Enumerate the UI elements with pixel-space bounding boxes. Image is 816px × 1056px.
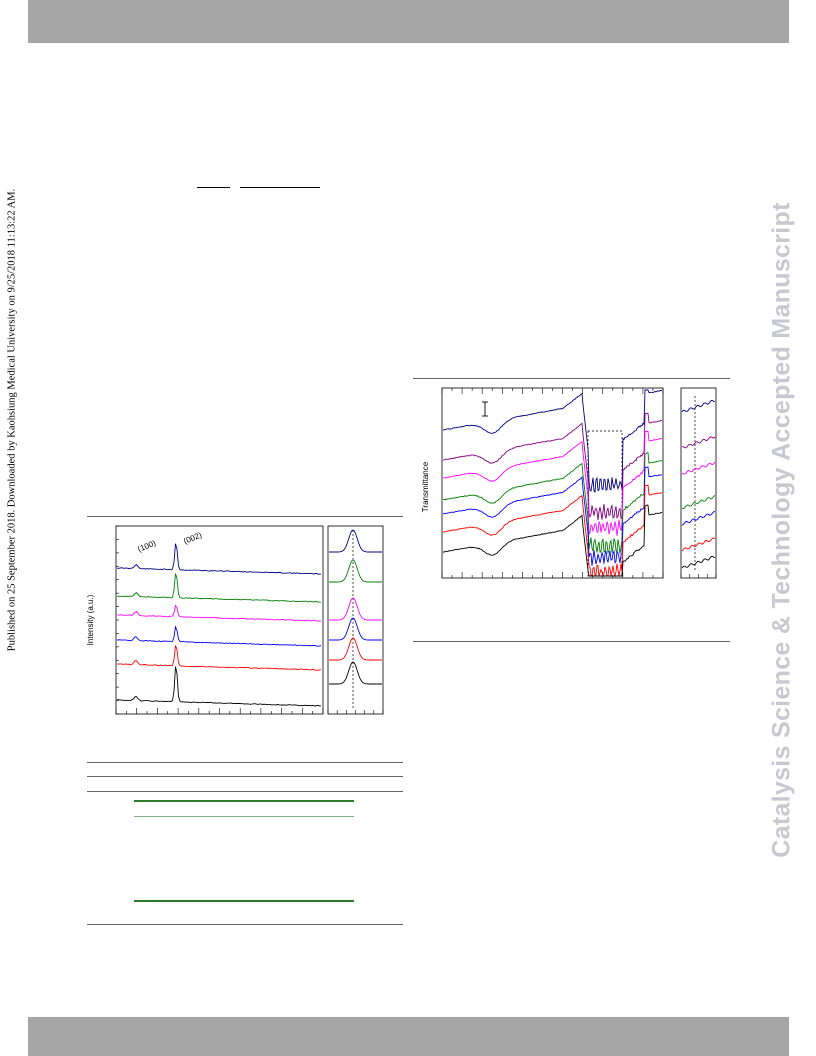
table-green-rule-3 <box>134 900 354 902</box>
ftir-series-line <box>442 430 663 536</box>
table-rule-2 <box>87 776 403 777</box>
xrd-figure-top-rule <box>87 516 403 517</box>
xrd-y-axis-label: Intensity (a.u.) <box>86 594 95 645</box>
xrd-series-line <box>116 604 322 622</box>
equation-rule-2 <box>240 187 320 188</box>
xrd-series-line <box>116 645 322 671</box>
ftir-figure-top-rule <box>413 378 730 379</box>
xrd-inset-series-line <box>329 661 382 685</box>
ftir-inset-series-line <box>681 537 716 552</box>
ftir-series-line <box>443 452 663 555</box>
ftir-figure-bottom-rule <box>413 641 730 642</box>
ftir-series-line <box>442 389 663 494</box>
xrd-series-line <box>116 573 322 603</box>
xrd-chart: Intensity (a.u.) (100) (002) <box>86 525 384 715</box>
ftir-scale-bar <box>482 401 488 417</box>
ftir-inset-series-line <box>681 494 716 510</box>
ftir-inset-series-line <box>681 461 716 475</box>
ftir-series-line <box>442 412 663 520</box>
xrd-series-line <box>116 666 322 707</box>
ftir-series-line <box>442 484 663 578</box>
xrd-inset-series-line <box>329 597 382 621</box>
xrd-inset-series-line <box>329 637 382 661</box>
ftir-inset-series-line <box>681 511 716 526</box>
watermark-text: Catalysis Science & Technology Accepted … <box>767 202 796 858</box>
side-note-text: Published on 25 September 2018. Download… <box>6 188 18 652</box>
ftir-series-line <box>442 466 663 566</box>
table-rule-top <box>87 762 403 763</box>
ftir-inset-series-line <box>681 399 715 413</box>
xrd-inset-series-line <box>329 529 382 553</box>
xrd-series-line <box>117 625 322 647</box>
equation-rule-1 <box>197 187 230 188</box>
ftir-axis-ticks <box>441 388 717 578</box>
xrd-series-lines <box>116 529 382 707</box>
ftir-inset-frame <box>680 387 717 579</box>
table-green-rule-2 <box>134 816 354 817</box>
xrd-figure: Intensity (a.u.) (100) (002) <box>86 520 403 720</box>
table-rule-3 <box>87 791 403 792</box>
table-green-rule-1 <box>134 800 354 802</box>
xrd-inset-series-line <box>329 559 382 583</box>
xrd-peak-label-100: (100) <box>136 538 157 553</box>
xrd-axis-ticks <box>115 525 384 715</box>
ftir-series-lines <box>442 389 716 578</box>
header-band <box>28 0 789 43</box>
table-rule-bottom <box>87 924 403 925</box>
xrd-series-line <box>116 543 322 575</box>
xrd-inset-series-line <box>329 617 382 641</box>
ftir-figure: Transmittance <box>413 382 730 582</box>
ftir-inset-series-line <box>681 555 716 569</box>
ftir-series-line <box>442 504 663 577</box>
footer-band <box>28 1017 789 1056</box>
ftir-chart: Transmittance <box>421 387 717 579</box>
ftir-y-axis-label: Transmittance <box>421 461 430 512</box>
xrd-peak-label-002: (002) <box>182 530 203 545</box>
ftir-inset-series-line <box>681 436 716 449</box>
